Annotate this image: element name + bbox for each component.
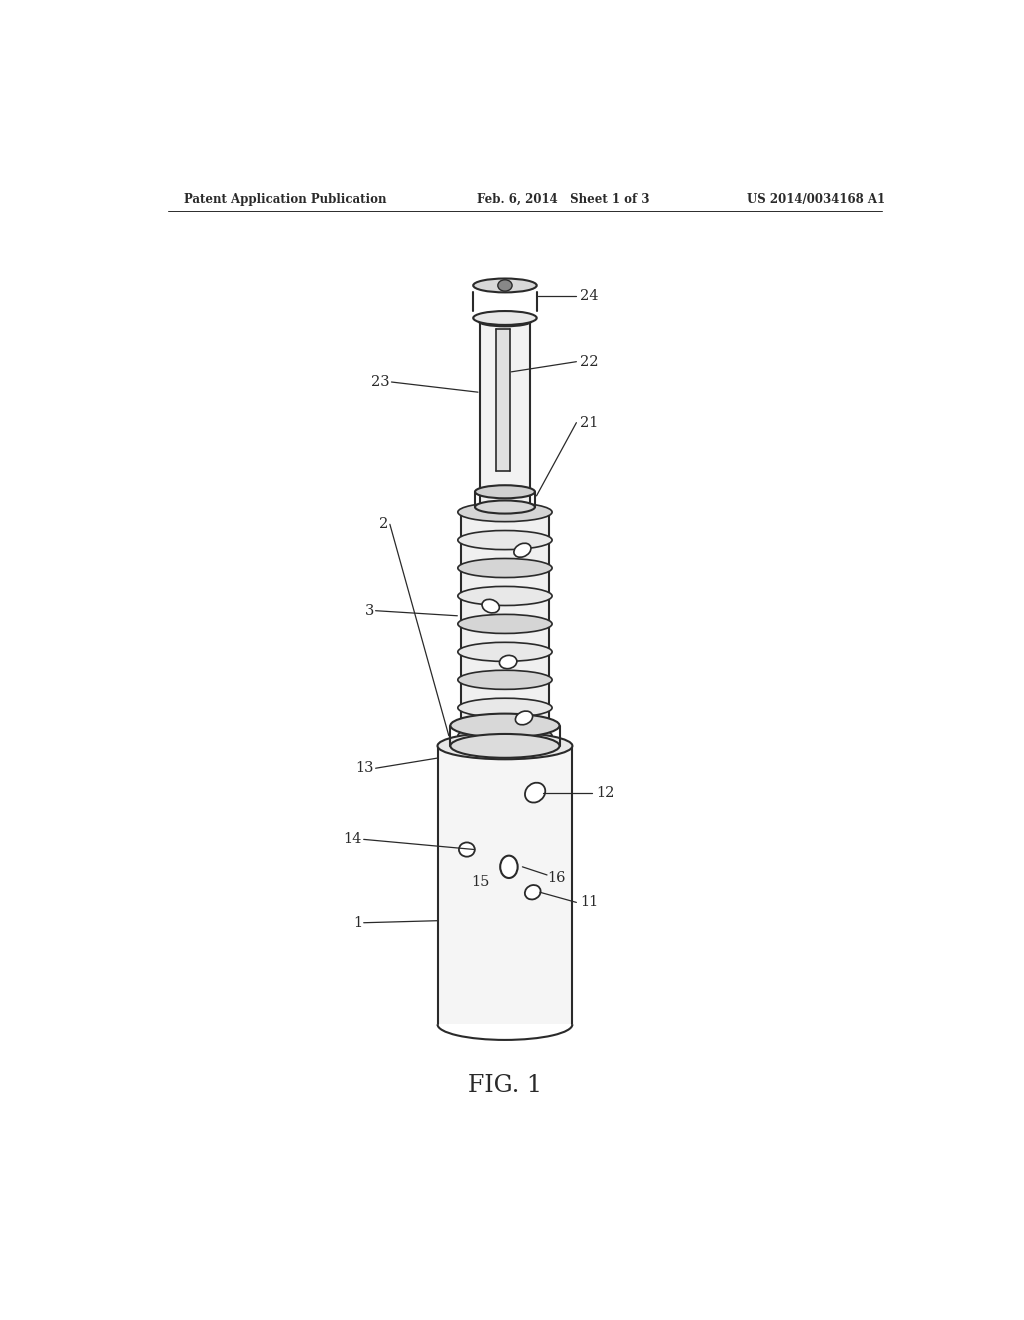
Text: 15: 15 bbox=[471, 875, 489, 890]
Ellipse shape bbox=[458, 586, 552, 606]
Text: 16: 16 bbox=[547, 871, 565, 884]
Ellipse shape bbox=[458, 503, 552, 521]
Text: Patent Application Publication: Patent Application Publication bbox=[183, 193, 386, 206]
Bar bbox=[496, 329, 510, 471]
Ellipse shape bbox=[458, 614, 552, 634]
Text: 14: 14 bbox=[344, 833, 362, 846]
Ellipse shape bbox=[525, 884, 541, 899]
Ellipse shape bbox=[437, 733, 572, 759]
Bar bbox=[479, 321, 530, 507]
Ellipse shape bbox=[478, 315, 531, 326]
Ellipse shape bbox=[482, 599, 500, 612]
Ellipse shape bbox=[500, 655, 517, 669]
Text: FIG. 1: FIG. 1 bbox=[468, 1074, 542, 1097]
Text: US 2014/0034168 A1: US 2014/0034168 A1 bbox=[748, 193, 885, 206]
Text: 13: 13 bbox=[355, 762, 374, 775]
Text: 22: 22 bbox=[581, 355, 599, 368]
Bar bbox=[461, 512, 549, 735]
Ellipse shape bbox=[514, 544, 531, 557]
Ellipse shape bbox=[458, 558, 552, 578]
Bar bbox=[437, 746, 572, 1024]
Ellipse shape bbox=[475, 500, 535, 513]
Ellipse shape bbox=[515, 711, 532, 725]
Text: 24: 24 bbox=[581, 289, 599, 302]
Ellipse shape bbox=[451, 714, 559, 738]
Ellipse shape bbox=[525, 783, 545, 803]
Text: Feb. 6, 2014   Sheet 1 of 3: Feb. 6, 2014 Sheet 1 of 3 bbox=[477, 193, 649, 206]
Text: 2: 2 bbox=[379, 517, 388, 532]
Ellipse shape bbox=[459, 842, 475, 857]
Text: 3: 3 bbox=[365, 603, 374, 618]
Text: 23: 23 bbox=[372, 375, 390, 389]
Text: 12: 12 bbox=[596, 785, 614, 800]
Ellipse shape bbox=[475, 486, 535, 499]
Text: 11: 11 bbox=[581, 895, 599, 909]
Text: 21: 21 bbox=[581, 416, 599, 430]
Ellipse shape bbox=[500, 855, 518, 878]
Ellipse shape bbox=[473, 312, 537, 325]
Ellipse shape bbox=[458, 698, 552, 717]
Ellipse shape bbox=[451, 734, 559, 758]
Ellipse shape bbox=[473, 279, 537, 293]
Ellipse shape bbox=[498, 280, 512, 292]
Ellipse shape bbox=[458, 531, 552, 549]
Ellipse shape bbox=[458, 671, 552, 689]
Ellipse shape bbox=[458, 726, 552, 746]
Text: 1: 1 bbox=[353, 916, 362, 929]
Ellipse shape bbox=[458, 643, 552, 661]
